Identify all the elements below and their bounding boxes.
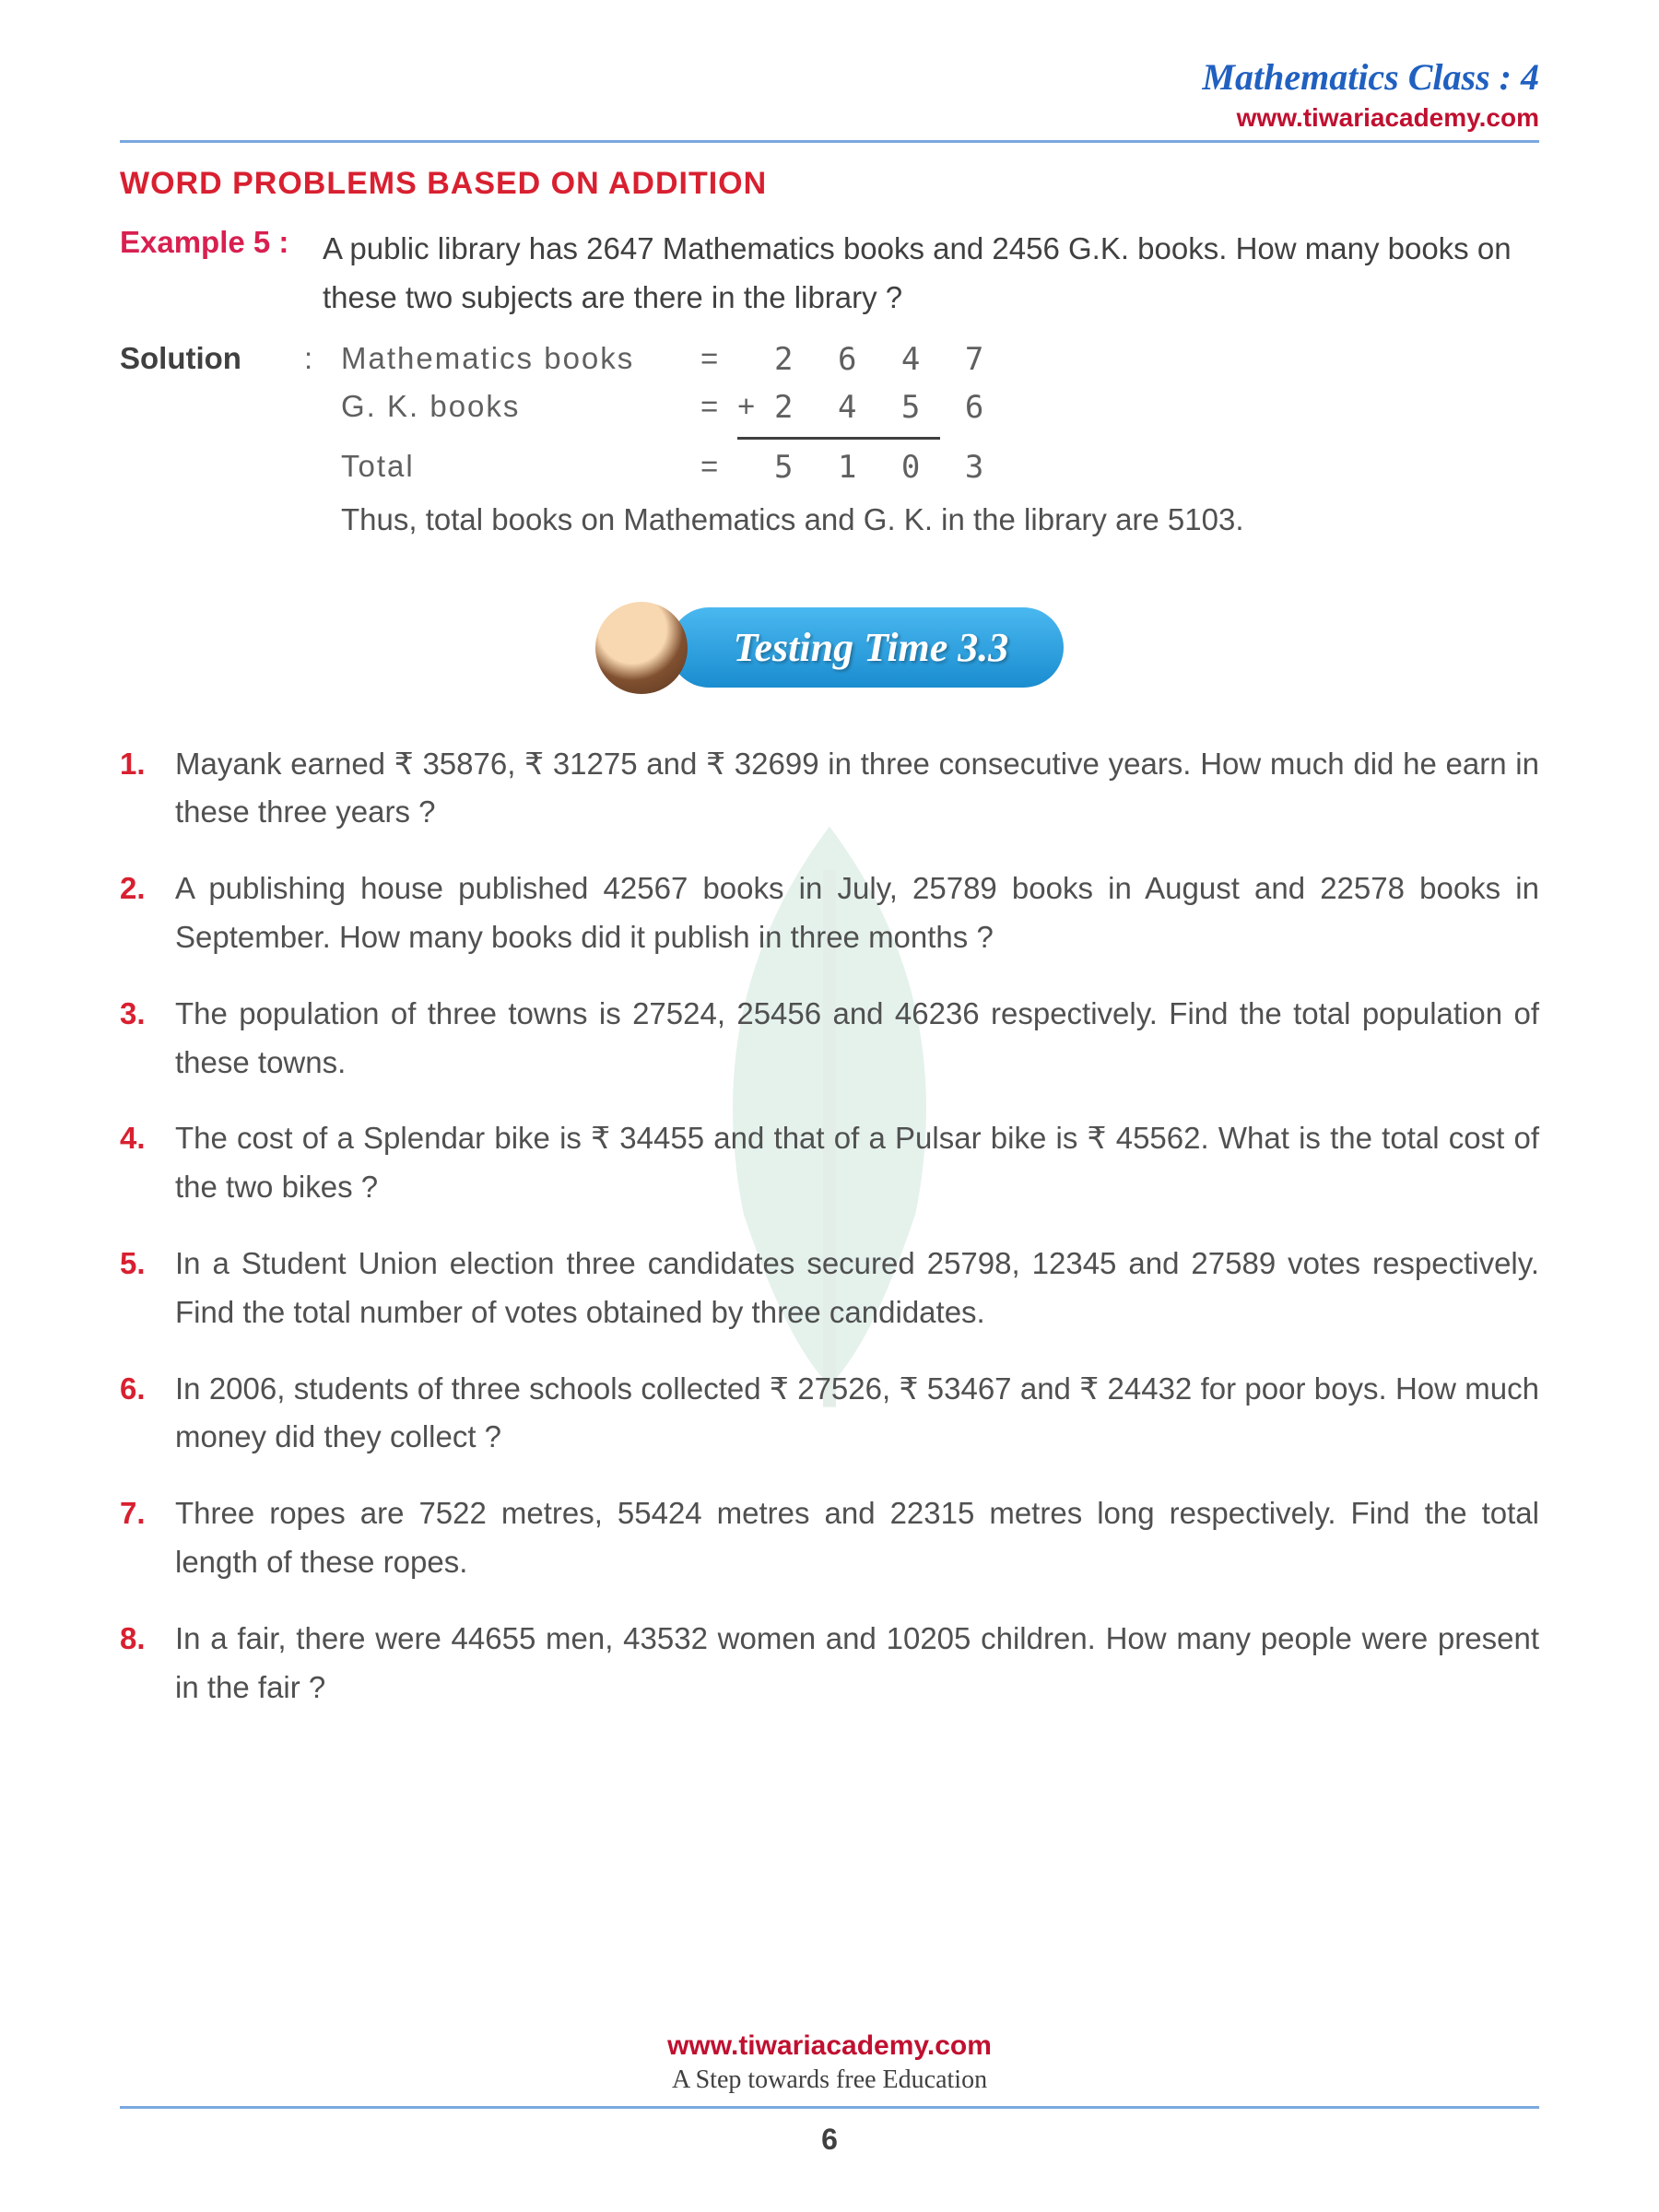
calc-prefix: + (737, 389, 774, 426)
question-text: Three ropes are 7522 metres, 55424 metre… (175, 1489, 1539, 1587)
question-text: The population of three towns is 27524, … (175, 990, 1539, 1088)
question-item: 1. Mayank earned ₹ 35876, ₹ 31275 and ₹ … (120, 740, 1539, 838)
question-item: 7. Three ropes are 7522 metres, 55424 me… (120, 1489, 1539, 1587)
banner-title: Testing Time 3.3 (669, 607, 1065, 688)
calc-label: Total (341, 449, 700, 486)
question-text: Mayank earned ₹ 35876, ₹ 31275 and ₹ 326… (175, 740, 1539, 838)
section-heading: WORD PROBLEMS BASED ON ADDITION (120, 166, 1539, 202)
question-number: 5. (120, 1240, 175, 1337)
solution-body: Mathematics books = 2 6 4 7 G. K. books … (341, 341, 1539, 574)
question-item: 5. In a Student Union election three can… (120, 1240, 1539, 1337)
calc-label: Mathematics books (341, 341, 700, 378)
calc-value: 5 1 0 3 (774, 449, 996, 486)
question-item: 8. In a fair, there were 44655 men, 4353… (120, 1615, 1539, 1712)
example-row: Example 5 : A public library has 2647 Ma… (120, 225, 1539, 323)
example-text: A public library has 2647 Mathematics bo… (323, 225, 1539, 323)
example-label: Example 5 : (120, 225, 323, 323)
calc-value: 2 4 5 6 (774, 389, 996, 426)
question-number: 4. (120, 1114, 175, 1212)
solution-label: Solution (120, 341, 304, 574)
page-footer: www.tiwariacademy.com A Step towards fre… (120, 2030, 1539, 2157)
header-divider (120, 140, 1539, 143)
question-number: 7. (120, 1489, 175, 1587)
banner-container: Testing Time 3.3 (120, 602, 1539, 694)
question-item: 6. In 2006, students of three schools co… (120, 1365, 1539, 1463)
question-item: 2. A publishing house published 42567 bo… (120, 865, 1539, 962)
footer-divider (120, 2106, 1539, 2109)
solution-conclusion: Thus, total books on Mathematics and G. … (341, 502, 1539, 537)
question-item: 3. The population of three towns is 2752… (120, 990, 1539, 1088)
question-item: 4. The cost of a Splendar bike is ₹ 3445… (120, 1114, 1539, 1212)
question-number: 3. (120, 990, 175, 1088)
footer-url: www.tiwariacademy.com (120, 2030, 1539, 2062)
page-header: Mathematics Class : 4 www.tiwariacademy.… (120, 55, 1539, 143)
question-text: In a Student Union election three candid… (175, 1240, 1539, 1337)
calc-row-1: G. K. books = + 2 4 5 6 (341, 389, 1539, 426)
banner: Testing Time 3.3 (595, 602, 1065, 694)
calc-eq: = (700, 389, 737, 426)
calc-label: G. K. books (341, 389, 700, 426)
student-reading-icon (595, 602, 688, 694)
page-number: 6 (120, 2123, 1539, 2157)
calc-row-2: Total = 5 1 0 3 (341, 449, 1539, 486)
calc-prefix (737, 341, 774, 378)
question-number: 6. (120, 1365, 175, 1463)
calc-eq: = (700, 449, 737, 486)
question-number: 2. (120, 865, 175, 962)
question-text: A publishing house published 42567 books… (175, 865, 1539, 962)
calc-underline (737, 437, 940, 440)
calc-value: 2 6 4 7 (774, 341, 996, 378)
question-list: 1. Mayank earned ₹ 35876, ₹ 31275 and ₹ … (120, 740, 1539, 1712)
question-number: 1. (120, 740, 175, 838)
header-title: Mathematics Class : 4 (120, 55, 1539, 99)
calc-eq: = (700, 341, 737, 378)
header-url: www.tiwariacademy.com (120, 103, 1539, 133)
solution-block: Solution : Mathematics books = 2 6 4 7 G… (120, 341, 1539, 574)
question-text: In a fair, there were 44655 men, 43532 w… (175, 1615, 1539, 1712)
question-number: 8. (120, 1615, 175, 1712)
solution-colon: : (304, 341, 341, 574)
footer-tagline: A Step towards free Education (120, 2065, 1539, 2095)
question-text: The cost of a Splendar bike is ₹ 34455 a… (175, 1114, 1539, 1212)
calc-row-0: Mathematics books = 2 6 4 7 (341, 341, 1539, 378)
calc-prefix (737, 449, 774, 486)
question-text: In 2006, students of three schools colle… (175, 1365, 1539, 1463)
